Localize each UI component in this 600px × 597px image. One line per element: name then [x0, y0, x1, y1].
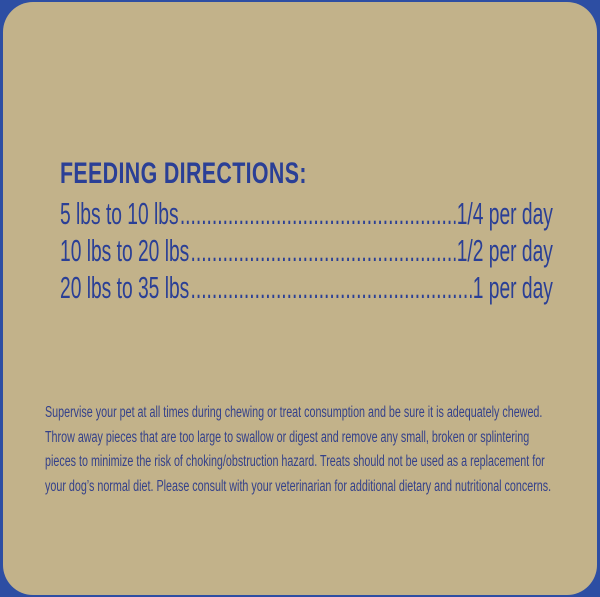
feeding-row: 20 lbs to 35 lbs 1 per day [60, 269, 553, 306]
warning-line: Supervise your pet at all times during c… [45, 404, 543, 421]
amount: 1 per day [472, 270, 553, 305]
feeding-row: 5 lbs to 10 lbs 1/4 per day [60, 195, 553, 232]
dot-leader [180, 195, 456, 232]
label-panel: FEEDING DIRECTIONS: 5 lbs to 10 lbs 1/4 … [3, 2, 597, 595]
amount: 1/4 per day [456, 196, 553, 231]
weight-range: 10 lbs to 20 lbs [60, 233, 190, 268]
warning-line: pieces to minimize the risk of choking/o… [45, 453, 545, 471]
weight-range: 20 lbs to 35 lbs [60, 270, 190, 305]
weight-range: 5 lbs to 10 lbs [60, 196, 179, 231]
feeding-row: 10 lbs to 20 lbs 1/2 per day [60, 232, 553, 269]
safety-warning: Supervise your pet at all times during c… [45, 401, 586, 500]
feeding-title: FEEDING DIRECTIONS: [60, 157, 307, 190]
feeding-directions: FEEDING DIRECTIONS: 5 lbs to 10 lbs 1/4 … [60, 157, 553, 306]
amount: 1/2 per day [456, 233, 553, 268]
warning-line: your dog’s normal diet. Please consult w… [45, 478, 552, 496]
dot-leader [191, 232, 456, 269]
warning-line: Throw away pieces that are too large to … [45, 428, 530, 446]
dot-leader [191, 269, 472, 306]
